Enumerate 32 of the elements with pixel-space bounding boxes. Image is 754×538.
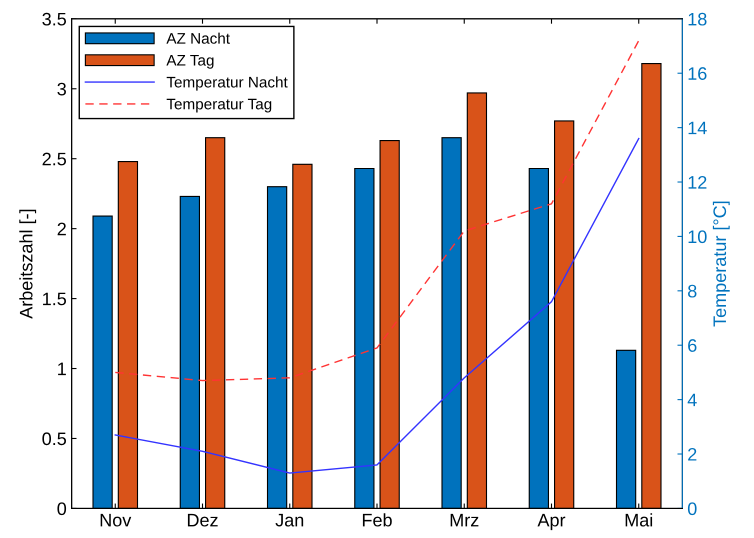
y2-tick-label: 6 xyxy=(688,339,696,352)
y-tick-label: 2 xyxy=(58,222,66,236)
legend-label: AZ Tag xyxy=(166,55,214,69)
y-axis-title: Arbeitszahl [-] xyxy=(19,210,36,319)
x-tick-label: Apr xyxy=(537,514,566,530)
legend-label: Temperatur Nacht xyxy=(166,76,288,91)
y2-tick-label: 8 xyxy=(688,284,696,298)
legend-label: AZ Nacht xyxy=(166,32,230,44)
y-tick-label: 1 xyxy=(58,362,66,376)
x-tick-label: Mrz xyxy=(450,514,478,526)
y2-tick-label: 10 xyxy=(688,230,707,244)
y2-tick-label: 12 xyxy=(688,176,706,189)
x-tick-label: Mai xyxy=(626,513,652,527)
x-tick-label: Dez xyxy=(188,514,218,527)
y2-tick-label: 14 xyxy=(688,122,707,134)
y2-tick-label: 16 xyxy=(688,67,707,80)
y-tick-label: 0 xyxy=(57,502,66,516)
x-tick-label: Feb xyxy=(362,513,392,527)
line-series xyxy=(114,138,640,474)
y-tick-label: 3 xyxy=(57,82,66,96)
y-tick-label: 3.5 xyxy=(42,12,66,26)
y2-tick-label: 18 xyxy=(688,12,707,26)
y2-axis-title: Temperatur [°C] xyxy=(712,202,730,327)
y-tick-label: 0.5 xyxy=(42,432,66,446)
x-tick-label: Nov xyxy=(100,514,132,527)
y2-tick-label: 0 xyxy=(688,502,697,516)
legend-label: Temperatur Tag xyxy=(166,98,272,112)
y2-tick-label: 2 xyxy=(688,448,696,461)
x-tick-label: Jan xyxy=(275,514,304,527)
y-tick-label: 1.5 xyxy=(43,292,66,306)
y2-tick-label: 4 xyxy=(688,394,697,406)
y-tick-label: 2.5 xyxy=(42,152,66,166)
